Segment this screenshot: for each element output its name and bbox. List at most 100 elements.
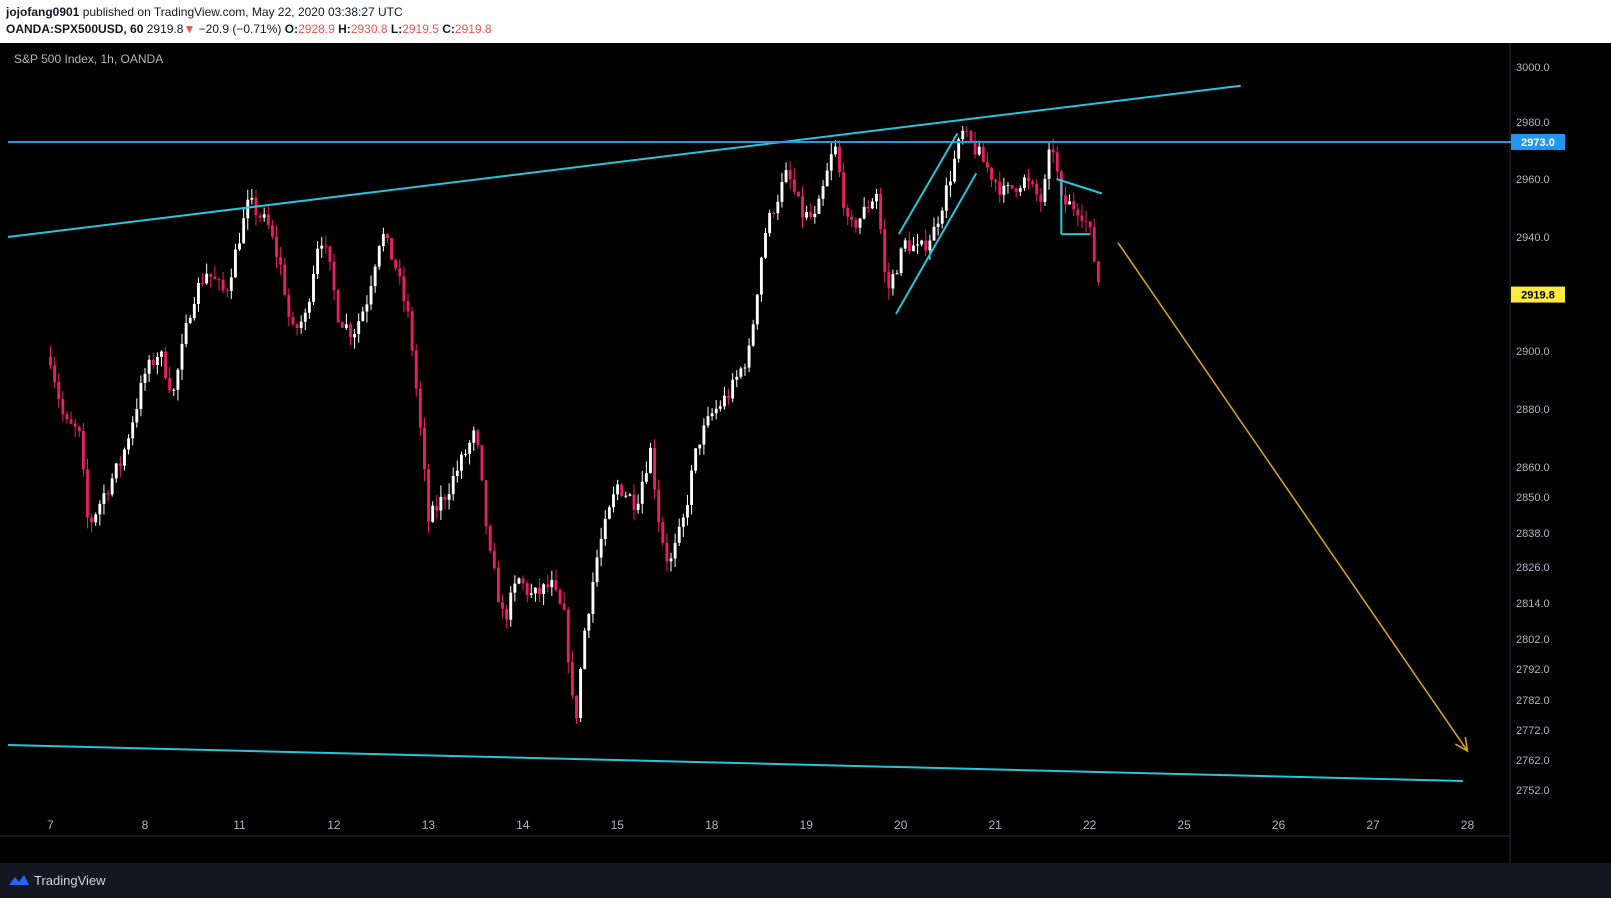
candle-body — [575, 695, 578, 719]
candle-body — [414, 350, 418, 389]
x-tick-label: 14 — [516, 818, 530, 832]
candle-body — [492, 550, 496, 569]
candle-body — [410, 311, 414, 351]
candle-body — [49, 356, 52, 366]
candle-body — [65, 414, 69, 420]
candle-body — [328, 246, 332, 262]
x-tick-label: 25 — [1177, 818, 1191, 832]
candle-body — [61, 399, 65, 415]
candle-body — [1006, 184, 1010, 186]
candle-body — [521, 578, 525, 584]
candle-body — [307, 301, 311, 313]
candle-body — [895, 273, 899, 275]
candle-body — [998, 181, 1002, 195]
candle-body — [842, 172, 846, 208]
chart-area[interactable]: S&P 500 Index, 1h, OANDA 3000.0 2980.0 296… — [0, 43, 1611, 863]
candle-body — [459, 454, 463, 471]
x-tick-label: 7 — [47, 818, 54, 832]
candle-body — [969, 130, 973, 142]
candle-body — [246, 199, 250, 219]
candle-body — [451, 475, 455, 495]
candle-body — [143, 373, 147, 383]
y-tick-label: 2772.0 — [1516, 725, 1550, 737]
x-tick-label: 20 — [894, 818, 908, 832]
candle-body — [990, 167, 993, 180]
candle-body — [599, 539, 603, 558]
candle-body — [595, 557, 599, 583]
candle-body — [669, 558, 673, 562]
high-value: 2930.8 — [350, 22, 388, 36]
candle-body — [1047, 149, 1051, 179]
tradingview-brand[interactable]: TradingView — [34, 873, 106, 888]
candle-body — [1055, 152, 1059, 172]
candle-body — [303, 312, 307, 322]
candle-body — [624, 495, 628, 497]
candle-body — [110, 478, 114, 495]
candle-body — [825, 170, 829, 187]
candle-body — [681, 517, 685, 527]
candle-body — [1010, 184, 1014, 189]
y-tick-label: 3000.0 — [1516, 62, 1550, 74]
candle-body — [912, 245, 915, 252]
candle-body — [184, 323, 188, 344]
candle-body — [854, 219, 858, 228]
tradingview-logo-icon[interactable] — [8, 872, 30, 888]
x-tick-label: 21 — [988, 818, 1002, 832]
candle-body — [443, 496, 447, 500]
candle-body — [903, 240, 907, 249]
candle-body — [940, 210, 944, 224]
candle-body — [123, 449, 126, 466]
candle-body — [106, 493, 110, 495]
symbol-name: OANDA:SPX500USD, 60 — [6, 22, 144, 36]
candle-body — [90, 517, 94, 523]
candle-body — [427, 469, 430, 522]
candle-body — [209, 273, 213, 277]
y-tick-label: 2802.0 — [1516, 634, 1550, 646]
candle-body — [546, 584, 550, 588]
candle-body — [418, 388, 422, 428]
candle-body — [603, 518, 607, 540]
candle-body — [644, 473, 648, 482]
candle-body — [755, 294, 759, 325]
candle-body — [1072, 201, 1076, 210]
candle-body — [225, 290, 229, 292]
candle-body — [242, 218, 246, 244]
candle-body — [324, 245, 328, 247]
price-change: −20.9 (−0.71%) — [198, 22, 282, 36]
candle-body — [529, 593, 533, 596]
candle-body — [1014, 188, 1018, 192]
candle-body — [661, 522, 665, 543]
candlestick-chart[interactable]: S&P 500 Index, 1h, OANDA 3000.0 2980.0 296… — [0, 43, 1611, 863]
candle-body — [377, 246, 381, 267]
candle-body — [1064, 195, 1067, 205]
candle-body — [727, 395, 730, 399]
candle-body — [944, 185, 948, 211]
candle-body — [229, 277, 233, 291]
candle-body — [558, 589, 562, 604]
close-label: C: — [442, 22, 455, 36]
candle-body — [747, 345, 751, 368]
candle-body — [53, 365, 57, 383]
candle-body — [406, 301, 410, 312]
candle-body — [316, 248, 320, 275]
candle-body — [554, 580, 558, 590]
candle-body — [961, 130, 965, 140]
candle-body — [81, 431, 85, 470]
x-tick-label: 27 — [1366, 818, 1380, 832]
y-tick-label: 2762.0 — [1516, 755, 1550, 767]
candle-body — [127, 438, 131, 450]
candle-body — [423, 427, 426, 470]
price-mark-label: 2919.8 — [1521, 290, 1555, 302]
candle-body — [394, 259, 398, 269]
candle-body — [538, 587, 541, 595]
author-name[interactable]: jojofang0901 — [6, 5, 80, 19]
candle-body — [829, 154, 833, 171]
candle-body — [920, 240, 924, 245]
candle-body — [706, 416, 710, 426]
y-tick-label: 2900.0 — [1516, 346, 1550, 358]
candle-body — [776, 201, 780, 214]
low-label: L: — [390, 22, 403, 36]
candle-body — [809, 212, 813, 217]
symbol-info: OANDA:SPX500USD, 60 2919.8▼ −20.9 (−0.71… — [6, 22, 492, 36]
candle-body — [312, 274, 315, 302]
